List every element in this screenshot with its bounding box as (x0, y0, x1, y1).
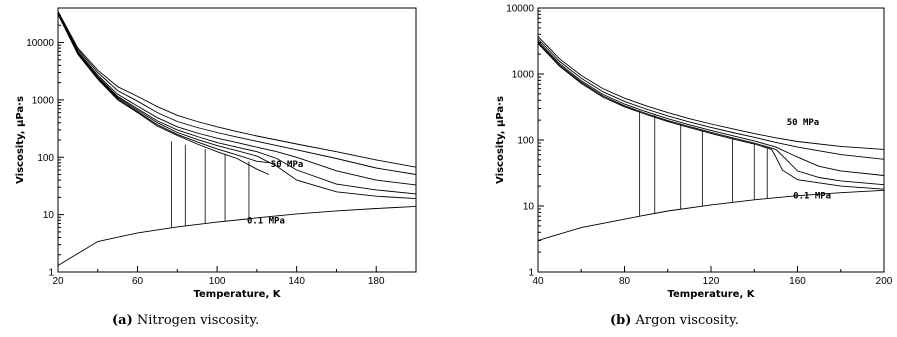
y-tick-label: 1 (48, 268, 54, 279)
pressure-annotation: 0.1 MPa (247, 217, 285, 227)
x-tick-label: 80 (619, 276, 631, 287)
pressure-annotation: 50 MPa (787, 118, 820, 128)
x-tick-label: 160 (789, 276, 806, 287)
nitrogen-caption: (a) Nitrogen viscosity. (112, 313, 259, 328)
isobar-line-4 (538, 43, 884, 190)
y-tick-label: 1 (528, 268, 534, 279)
y-axis-title: Viscosity, μPa·s (495, 96, 506, 184)
isobar-line-3 (538, 42, 884, 186)
y-tick-label: 1000 (32, 95, 55, 106)
nitrogen-caption-text: Nitrogen viscosity. (136, 313, 260, 328)
argon-viscosity-chart: 40 80 120 160 200 1 10 100 1000 10000 50 MPa 0.1 MP… (495, 4, 893, 301)
y-tick-label: 10 (523, 202, 535, 213)
x-tick-label: 120 (703, 276, 720, 287)
x-tick-label: 180 (368, 276, 385, 287)
y-tick-label: 10000 (506, 4, 534, 15)
argon-caption: (b) Argon viscosity. (610, 313, 739, 328)
x-tick-label: 200 (876, 276, 893, 287)
x-tick-label: 60 (132, 276, 144, 287)
nitrogen-panel: 20 60 100 140 180 1 10 100 1000 10000 50 MPa 0.1 MP… (0, 0, 440, 337)
isobar-line-5 (58, 11, 416, 175)
y-tick-label: 10000 (26, 38, 54, 49)
plot-area (58, 11, 416, 266)
y-tick-label: 100 (517, 136, 534, 147)
plot-frame (57, 7, 417, 273)
isobar-line-6 (58, 11, 416, 168)
nitrogen-viscosity-chart: 20 60 100 140 180 1 10 100 1000 10000 50 MPa 0.1 MP… (15, 7, 417, 300)
x-tick-label: 40 (532, 276, 544, 287)
plot-frame (537, 7, 885, 273)
argon-caption-tag: (b) (610, 313, 632, 328)
x-tick-label: 140 (288, 276, 305, 287)
isobar-line-4 (58, 12, 416, 186)
pressure-annotation: 50 MPa (271, 160, 304, 170)
x-axis-title: Temperature, K (668, 289, 756, 300)
x-tick-label: 100 (209, 276, 226, 287)
argon-panel: 40 80 120 160 200 1 10 100 1000 10000 50 MPa 0.1 MP… (460, 0, 897, 337)
isobar-line-0 (538, 36, 884, 150)
x-axis-title: Temperature, K (194, 289, 282, 300)
y-tick-label: 10 (43, 210, 55, 221)
isobar-line-7 (58, 205, 416, 266)
isobar-line-1 (58, 13, 271, 164)
pressure-annotation: 0.1 MPa (793, 191, 831, 201)
isobar-line-2 (538, 40, 884, 176)
isobar-line-2 (58, 13, 416, 200)
isobar-line-5 (538, 189, 884, 241)
isobar-line-3 (58, 12, 416, 195)
argon-caption-text: Argon viscosity. (635, 313, 739, 328)
y-tick-label: 100 (37, 153, 54, 164)
x-tick-label: 20 (52, 276, 64, 287)
y-tick-label: 1000 (512, 70, 535, 81)
y-axis-title: Viscosity, μPa·s (15, 96, 26, 184)
nitrogen-caption-tag: (a) (112, 313, 133, 328)
isobar-line-1 (538, 38, 884, 160)
plot-area (538, 36, 884, 241)
